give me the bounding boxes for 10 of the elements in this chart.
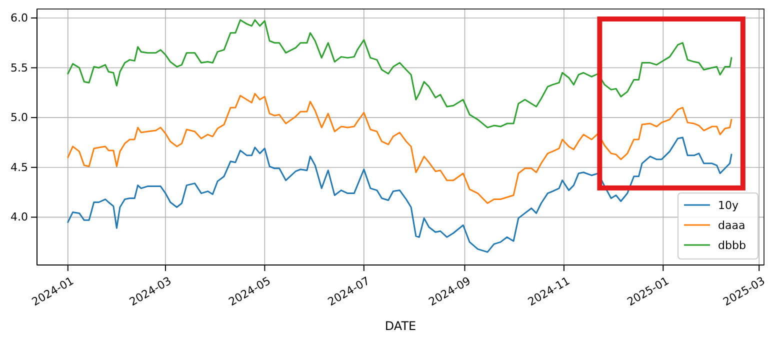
legend-label: dbbb [718, 239, 746, 252]
y-tick-label: 4.0 [10, 210, 28, 224]
y-tick-label: 5.5 [10, 61, 28, 74]
y-tick-label: 6.0 [10, 11, 28, 24]
legend-label: daaa [718, 219, 746, 232]
legend-label: 10y [718, 199, 739, 212]
y-tick-label: 5.0 [10, 111, 28, 124]
line-series [67, 19, 732, 128]
x-axis-title: DATE [384, 319, 416, 333]
y-tick-label: 4.5 [10, 160, 28, 174]
